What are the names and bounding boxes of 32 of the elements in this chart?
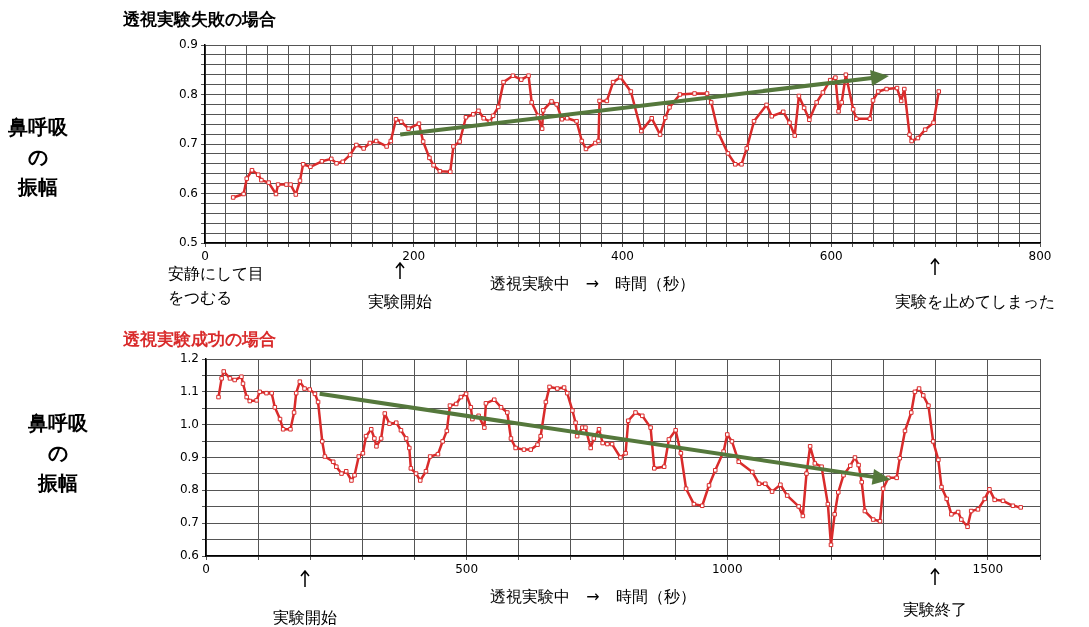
y-tick-label: 0.6: [178, 185, 198, 200]
chart-title: 透視実験失敗の場合: [123, 8, 276, 31]
y-axis-title: 鼻呼吸の振幅: [28, 410, 88, 497]
chart-title: 透視実験成功の場合: [123, 328, 276, 351]
y-tick-label: 0.6: [179, 548, 199, 563]
text: 実験終了: [903, 599, 967, 621]
x-tick-label: 200: [402, 249, 426, 264]
x-axis-title: 透視実験中 → 時間（秒）: [490, 587, 696, 607]
y-tick-label: 1.0: [179, 416, 199, 431]
x-tick-label: 0: [202, 562, 210, 577]
x-axis-title: 透視実験中 → 時間（秒）: [489, 274, 696, 294]
y-tick-label: 0.8: [178, 86, 198, 101]
text: 安静にして目をつむる: [168, 263, 264, 309]
y-tick-label: 0.5: [178, 235, 198, 250]
y-tick-label: 0.8: [179, 482, 199, 497]
y-tick-label: 0.7: [178, 136, 198, 151]
y-axis-title: 鼻呼吸の振幅: [8, 114, 68, 201]
y-tick-label: 0.9: [179, 449, 199, 464]
x-tick-label: 600: [819, 249, 843, 264]
y-tick-label: 1.2: [179, 351, 199, 366]
y-tick-label: 0.9: [178, 37, 198, 52]
x-tick-label: 1000: [711, 562, 743, 577]
x-tick-label: 500: [455, 562, 479, 577]
x-tick-label: 1500: [972, 562, 1004, 577]
text: 実験を止めてしまった: [895, 291, 1055, 313]
text: 実験開始: [368, 291, 432, 313]
text: 実験開始: [273, 607, 337, 627]
y-tick-label: 0.7: [179, 515, 199, 530]
y-tick-label: 1.1: [179, 383, 199, 398]
x-tick-label: 0: [201, 249, 209, 264]
x-tick-label: 400: [611, 249, 634, 264]
x-tick-label: 800: [1028, 249, 1052, 264]
